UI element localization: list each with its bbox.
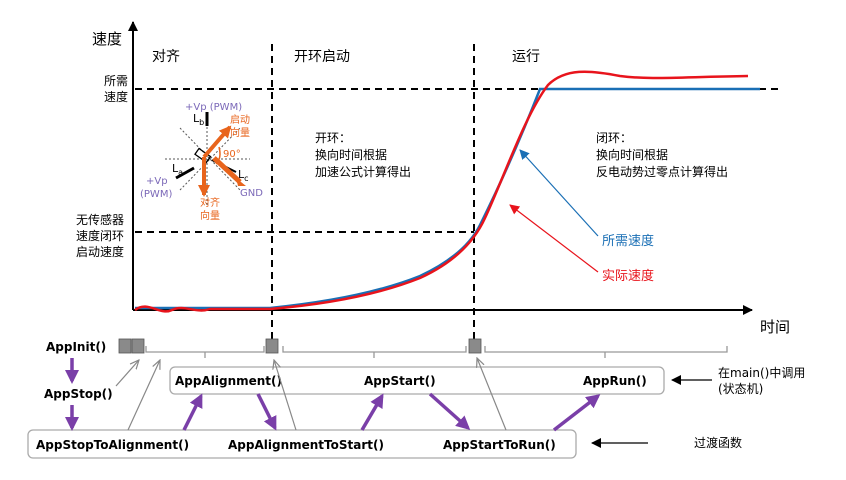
y-tick-sensorless-line1: 无传感器 (76, 212, 124, 227)
legend-required-arrow (519, 149, 599, 237)
transition-functions-box (27, 429, 577, 459)
main-call-label-2: (状态机) (718, 382, 763, 396)
pointer-stoptoalign-marker-2 (127, 360, 160, 431)
marker-start-to-run (468, 338, 482, 354)
flow-stoptoalign-to-alignment (182, 393, 203, 431)
start-vector-label-1: 启动 (230, 113, 250, 126)
y-tick-sensorless-line3: 启动速度 (76, 244, 124, 259)
open-loop-note-line3: 加速公式计算得出 (315, 164, 411, 179)
legend-actual-arrow (509, 204, 599, 273)
main-call-label-1: 在main()中调用 (718, 365, 805, 380)
pointer-aligntostart-marker (274, 360, 297, 431)
flow-starttorun-to-run (552, 394, 601, 432)
flow-aligntostart-to-start (360, 393, 384, 431)
gnd-label: GND (240, 188, 263, 199)
fn-app-alignment-to-start[interactable]: AppAlignmentToStart() (228, 438, 384, 452)
phase-label-open-loop: 开环启动 (294, 49, 350, 65)
vp-left-label-2: (PWM) (140, 189, 172, 200)
la-label: La (172, 162, 183, 177)
y-tick-sensorless-line2: 速度闭环 (76, 228, 124, 243)
angle-label: 90° (223, 149, 241, 160)
state-functions-box (169, 366, 665, 395)
y-tick-required-line1: 所需 (104, 74, 128, 88)
start-vector-label-2: 向量 (230, 126, 250, 139)
closed-loop-note-line3: 反电动势过零点计算得出 (596, 164, 728, 179)
x-axis-label: 时间 (760, 318, 790, 336)
fn-app-alignment[interactable]: AppAlignment() (175, 374, 282, 388)
marker-align-to-start (265, 338, 279, 354)
flow-alignment-to-aligntostart (256, 393, 277, 431)
vp-left-label-1: +Vp (146, 176, 168, 187)
y-tick-required-line2: 速度 (104, 89, 128, 104)
pointer-stoptoalign-marker (115, 360, 139, 387)
required-speed-curve (135, 87, 760, 310)
brace-align (145, 346, 265, 358)
fn-app-stop-to-alignment[interactable]: AppStopToAlignment() (36, 438, 189, 452)
fn-app-start-to-run[interactable]: AppStartToRun() (443, 438, 556, 452)
closed-loop-note-line2: 换向时间根据 (596, 147, 668, 162)
align-vector-label-1: 对齐 (200, 196, 220, 209)
open-loop-note-line2: 换向时间根据 (315, 147, 387, 162)
legend-required-speed: 所需速度 (602, 233, 654, 249)
brace-open-loop (282, 346, 467, 358)
open-loop-note-line1: 开环： (315, 131, 351, 145)
fn-app-init[interactable]: AppInit() (46, 340, 106, 354)
legend-actual-speed: 实际速度 (602, 268, 654, 284)
fn-app-stop[interactable]: AppStop() (44, 387, 113, 401)
phase-label-run: 运行 (512, 49, 540, 65)
marker-stop (131, 338, 145, 354)
pointer-starttorun-marker (477, 358, 507, 431)
y-axis-label: 速度 (92, 30, 122, 48)
marker-init (118, 338, 132, 354)
start-vector-arrow (202, 125, 232, 159)
lc-label: Lc (238, 168, 249, 183)
flow-start-to-starttorun (428, 392, 471, 431)
vp-top-label: +Vp (PWM) (185, 102, 242, 113)
phase-label-align: 对齐 (152, 49, 180, 65)
vector-diagram: +Vp (PWM) 启动 向量 90° Lb La Lc +Vp (PWM) G… (140, 102, 263, 222)
closed-loop-note-line1: 闭环： (596, 131, 632, 145)
transition-label: 过渡函数 (694, 435, 742, 450)
brace-run (484, 346, 728, 358)
fn-app-run[interactable]: AppRun() (583, 374, 647, 388)
lb-label: Lb (193, 112, 204, 127)
actual-speed-curve (134, 70, 749, 313)
align-vector-label-2: 向量 (200, 209, 220, 222)
fn-app-start[interactable]: AppStart() (364, 374, 436, 388)
